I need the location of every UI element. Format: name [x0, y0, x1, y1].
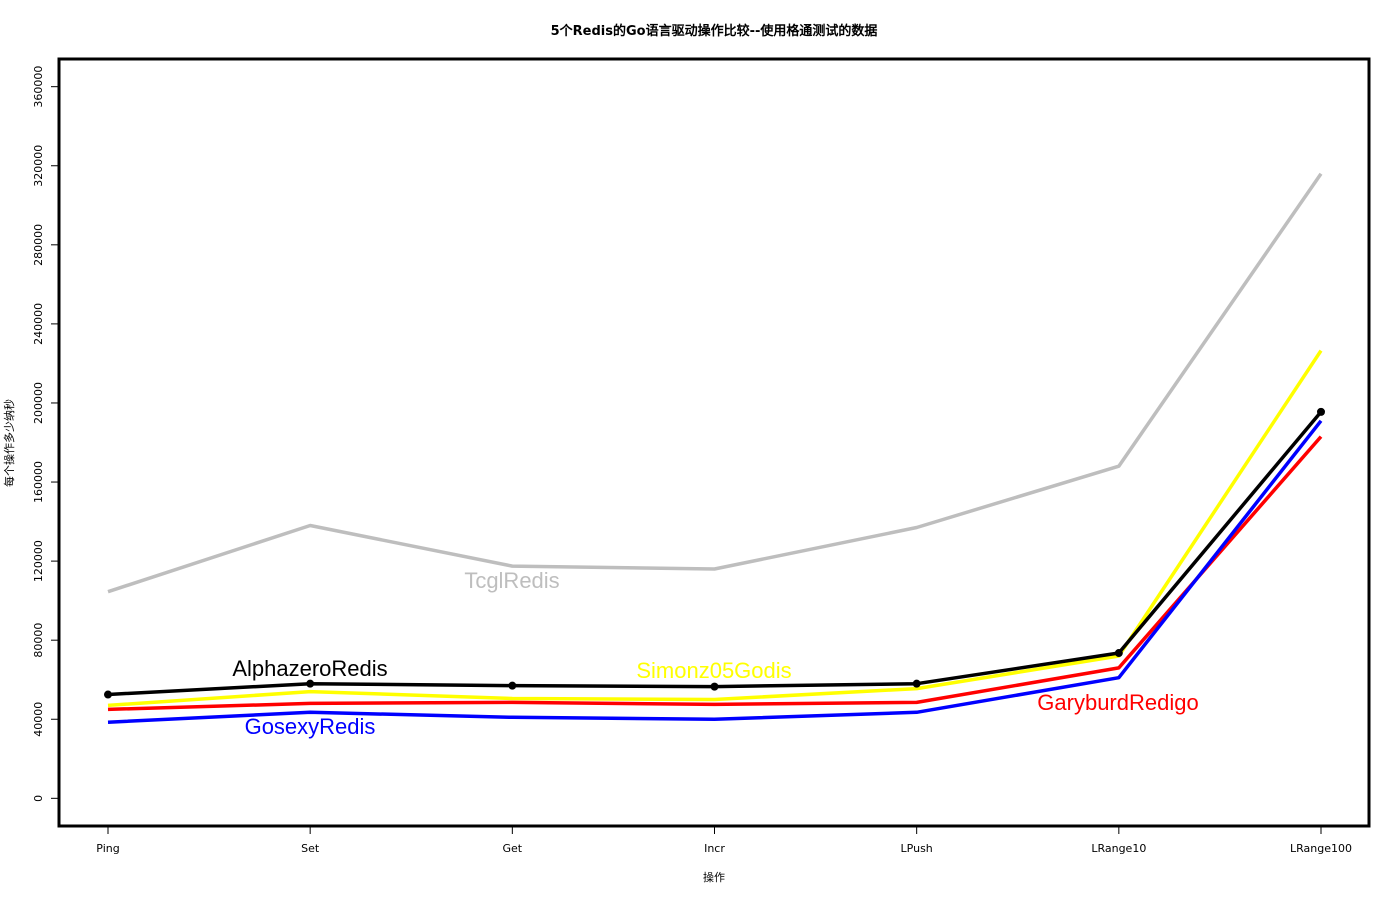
y-tick-label: 40000: [32, 702, 45, 737]
series-label-GosexyRedis: GosexyRedis: [245, 714, 376, 739]
x-tick-label: Incr: [704, 842, 725, 855]
y-tick-label: 360000: [32, 66, 45, 108]
x-axis-label: 操作: [703, 870, 725, 884]
series-line-GosexyRedis: [107, 419, 1323, 724]
y-tick-label: 80000: [32, 623, 45, 658]
plot-frame: [57, 57, 1371, 828]
series-line-GaryburdRedigo: [107, 435, 1323, 712]
series-label-TcglRedis: TcglRedis: [464, 568, 559, 593]
x-tick-label: Ping: [96, 842, 119, 855]
series-label-AlphazeroRedis: AlphazeroRedis: [232, 656, 387, 681]
series-label-Simonz05Godis: Simonz05Godis: [636, 658, 791, 683]
chart-title: 5个Redis的Go语言驱动操作比较--使用格通测试的数据: [551, 23, 878, 39]
x-tick-label: LRange100: [1290, 842, 1352, 855]
data-point-AlphazeroRedis: [508, 681, 517, 690]
x-tick-label: LPush: [901, 842, 933, 855]
y-axis-label: 每个操作多少纳秒: [2, 399, 16, 487]
data-point-AlphazeroRedis: [1317, 407, 1325, 416]
x-tick-label: LRange10: [1091, 842, 1146, 855]
y-tick-label: 320000: [32, 145, 45, 187]
x-tick-label: Set: [301, 842, 320, 855]
data-point-AlphazeroRedis: [912, 679, 921, 688]
series-label-GaryburdRedigo: GaryburdRedigo: [1037, 690, 1198, 715]
series-line-TcglRedis: [107, 172, 1323, 594]
data-point-AlphazeroRedis: [710, 682, 719, 691]
y-tick-label: 240000: [32, 303, 45, 345]
axes-layer: Ping Set Get Incr LPush LRange10 LRange100 0 400…: [32, 66, 1352, 855]
data-point-AlphazeroRedis: [104, 690, 112, 699]
x-tick-label: Get: [503, 842, 523, 855]
y-tick-label: 280000: [32, 224, 45, 266]
y-tick-label: 120000: [32, 540, 45, 582]
y-tick-label: 0: [32, 795, 45, 802]
y-tick-label: 200000: [32, 382, 45, 424]
data-point-AlphazeroRedis: [1114, 649, 1123, 658]
data-point-AlphazeroRedis: [306, 679, 315, 688]
series-layer: TcglRedis Simonz05Godis GaryburdRedigo Gose…: [104, 172, 1325, 739]
y-tick-label: 160000: [32, 461, 45, 503]
